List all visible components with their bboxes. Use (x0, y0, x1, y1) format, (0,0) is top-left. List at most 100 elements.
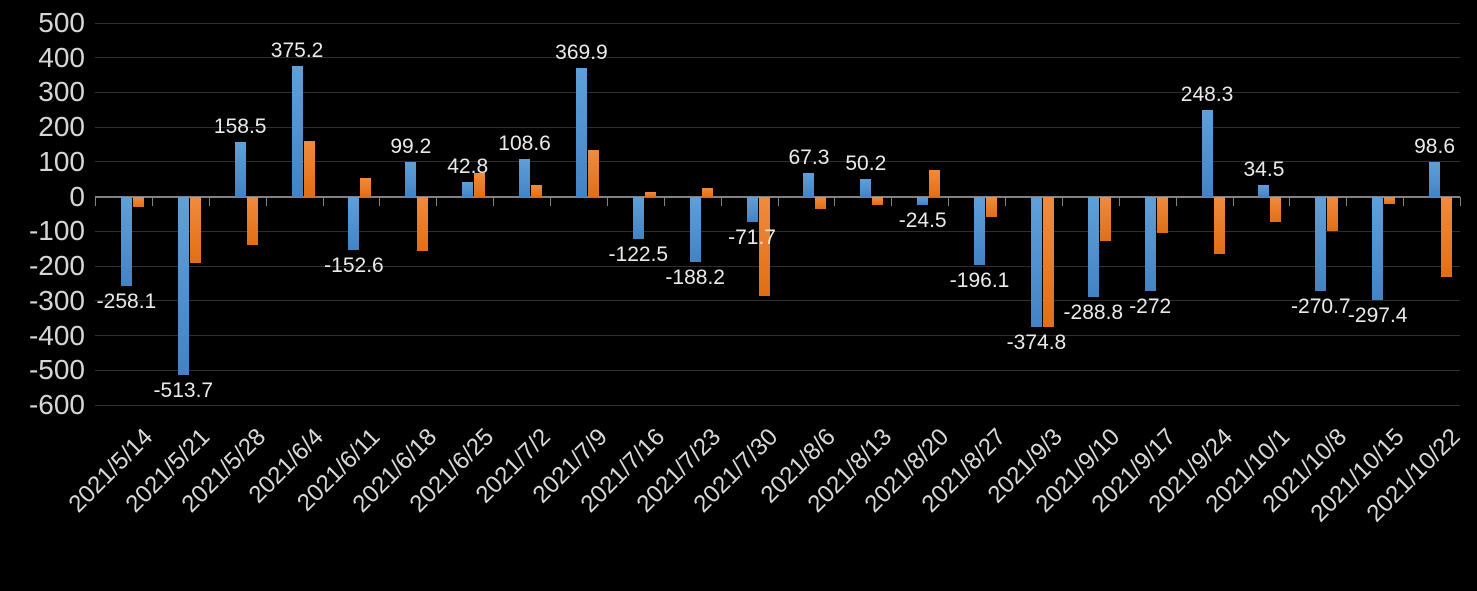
data-label: -297.4 (1347, 303, 1408, 327)
y-axis-tick-label: -400 (28, 319, 85, 351)
gridline (95, 161, 1460, 163)
data-label: 34.5 (1243, 157, 1285, 181)
y-axis-tick-label: 500 (38, 7, 85, 38)
orange-series-bar (1213, 196, 1225, 254)
x-axis-tick (1289, 196, 1291, 206)
x-axis-tick (891, 196, 893, 206)
orange-series-bar (986, 196, 998, 218)
blue-series-bar (803, 173, 815, 197)
x-axis-tick (493, 196, 495, 206)
blue-series-bar (462, 181, 474, 197)
orange-series-bar (587, 150, 599, 197)
orange-series-bar (132, 196, 144, 208)
y-axis-tick-label: 200 (38, 111, 85, 143)
x-axis-tick (550, 196, 551, 206)
y-axis-tick-label: -500 (28, 354, 85, 386)
x-axis-tick (834, 196, 836, 206)
orange-series-bar (872, 196, 884, 205)
data-label: 67.3 (788, 146, 830, 170)
data-label: 98.6 (1414, 135, 1455, 159)
data-label: 375.2 (270, 39, 324, 63)
data-label: 50.2 (845, 152, 887, 176)
orange-series-bar (417, 196, 429, 252)
x-axis-tick (606, 196, 608, 206)
data-label: 158.5 (213, 114, 267, 138)
gridline (95, 57, 1460, 59)
y-axis-tick-label: 100 (38, 145, 85, 177)
data-label: -24.5 (898, 209, 947, 233)
data-label: -122.5 (608, 243, 669, 267)
data-label: -188.2 (665, 265, 725, 289)
data-label: -71.7 (728, 225, 776, 249)
orange-series-bar (815, 196, 827, 209)
blue-series-bar (1030, 196, 1042, 327)
blue-series-bar (1429, 162, 1441, 197)
blue-series-bar (1315, 196, 1327, 291)
orange-series-bar (1384, 196, 1396, 204)
data-label: -258.1 (96, 290, 157, 314)
blue-series-bar (291, 66, 303, 197)
gridline (95, 91, 1460, 93)
orange-series-bar (701, 187, 713, 197)
x-axis-tick (1175, 196, 1177, 206)
blue-series-bar (1258, 184, 1270, 197)
x-axis-tick (1232, 196, 1234, 206)
x-axis-tick (322, 196, 324, 206)
x-axis-tick (208, 196, 210, 206)
x-axis-tick (777, 196, 779, 206)
y-axis-tick-label: -100 (28, 215, 85, 247)
blue-series-bar (1087, 196, 1099, 297)
x-axis-tick (1005, 196, 1006, 206)
data-label: -270.7 (1291, 294, 1351, 318)
x-axis-tick (379, 196, 381, 206)
data-label: -513.7 (153, 379, 214, 403)
gridline (95, 300, 1460, 302)
y-axis-tick-label: 0 (69, 180, 85, 212)
data-label: 42.8 (447, 154, 489, 178)
blue-series-bar (860, 179, 872, 197)
blue-series-bar (575, 68, 587, 197)
gridline (95, 126, 1460, 128)
blue-series-bar (632, 196, 644, 240)
orange-series-bar (758, 196, 770, 297)
blue-series-bar (1144, 196, 1156, 292)
y-axis-tick-label: -300 (28, 284, 85, 316)
gridline (95, 265, 1460, 267)
x-axis-tick (663, 196, 665, 206)
blue-series-bar (519, 158, 531, 197)
blue-series-bar (917, 196, 929, 206)
orange-series-bar (189, 196, 201, 264)
blue-series-bar (1201, 110, 1213, 197)
blue-series-bar (1372, 196, 1384, 300)
blue-series-bar (120, 196, 132, 287)
data-label: -374.8 (1006, 330, 1067, 354)
data-label: -152.6 (324, 253, 384, 277)
x-axis-tick (95, 196, 96, 206)
gridline (95, 335, 1460, 337)
blue-series-bar (405, 162, 417, 197)
gridline (95, 230, 1460, 232)
x-axis-tick (265, 196, 267, 206)
orange-series-bar (644, 192, 656, 197)
x-axis-tick (1403, 196, 1405, 206)
data-label: -272 (1129, 295, 1172, 319)
y-axis-tick-label: 300 (38, 76, 85, 108)
orange-series-bar (1042, 196, 1054, 327)
data-label: 99.2 (390, 135, 432, 159)
data-label: 369.9 (555, 41, 608, 65)
x-axis-tick (1460, 196, 1461, 206)
x-axis-tick (436, 196, 438, 206)
orange-series-bar (1441, 196, 1453, 278)
blue-series-bar (348, 196, 360, 250)
orange-series-bar (1327, 196, 1339, 231)
data-label: -196.1 (949, 268, 1010, 292)
blue-series-bar (689, 196, 701, 262)
orange-series-bar (246, 196, 258, 246)
y-axis-tick-label: -200 (28, 250, 85, 282)
orange-series-bar (474, 173, 486, 197)
orange-series-bar (1099, 196, 1111, 242)
data-label: -288.8 (1063, 300, 1124, 324)
blue-series-bar (177, 196, 189, 376)
x-axis-tick (151, 196, 153, 206)
